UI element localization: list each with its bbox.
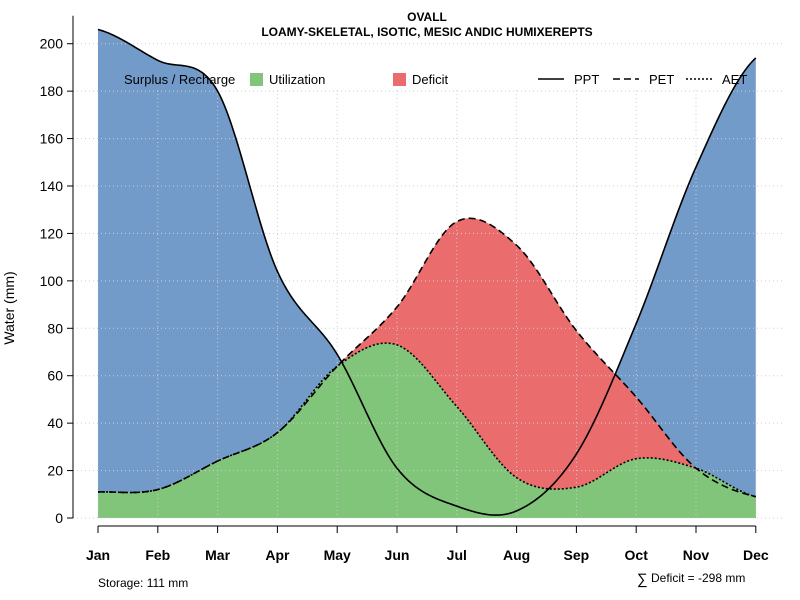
legend-label: Utilization: [269, 72, 325, 87]
x-tick-label: Oct: [625, 547, 649, 563]
grid: [73, 43, 783, 519]
x-tick-label: Jun: [385, 547, 410, 563]
legend: Surplus / Recharge Utilization Deficit PPT P…: [105, 72, 747, 87]
legend-label: AET: [722, 72, 747, 87]
y-tick-label: 80: [47, 320, 63, 336]
series-line-pet: [97, 217, 756, 498]
y-axis-label: Water (mm): [1, 271, 17, 344]
legend-swatch-deficit: [393, 73, 406, 86]
utilization-area: [98, 343, 756, 518]
deficit-sum-icon: ∑: [637, 571, 648, 588]
x-tick-label: May: [324, 547, 351, 563]
y-tick-label: 120: [40, 225, 64, 241]
legend-label: PET: [649, 72, 674, 87]
legend-label: Surplus / Recharge: [124, 72, 235, 87]
y-tick-label: 0: [55, 510, 63, 526]
deficit-annotation: Deficit = -298 mm: [651, 571, 745, 585]
series-lines: [97, 28, 757, 516]
y-tick-label: 20: [47, 463, 63, 479]
chart-title: OVALL: [407, 10, 447, 24]
legend-swatch-surplus: [105, 73, 118, 86]
x-tick-label: Dec: [743, 547, 769, 563]
y-tick-label: 200: [40, 36, 64, 52]
y-tick-label: 180: [40, 83, 64, 99]
x-tick-label: Nov: [683, 547, 710, 563]
legend-swatch-utilization: [250, 73, 263, 86]
x-tick-label: Jan: [86, 547, 110, 563]
x-tick-label: Apr: [265, 547, 290, 563]
y-tick-label: 40: [47, 415, 63, 431]
x-tick-label: Aug: [503, 547, 530, 563]
y-tick-label: 140: [40, 178, 64, 194]
series-line-aet: [97, 342, 756, 498]
plot-areas: [98, 29, 756, 519]
legend-label: Deficit: [412, 72, 449, 87]
axes: 0 20 40 60 80 100 120 140 160 180 200 Jan Feb Mar Apr M…: [40, 15, 769, 563]
y-tick-label: 60: [47, 368, 63, 384]
x-tick-label: Jul: [447, 547, 467, 563]
x-tick-label: Feb: [145, 547, 170, 563]
y-tick-label: 160: [40, 131, 64, 147]
legend-label: PPT: [574, 72, 599, 87]
chart-subtitle: LOAMY-SKELETAL, ISOTIC, MESIC ANDIC HUMI…: [261, 25, 592, 39]
x-tick-label: Sep: [564, 547, 590, 563]
storage-annotation: Storage: 111 mm: [98, 576, 188, 590]
y-tick-label: 100: [40, 273, 64, 289]
x-tick-label: Mar: [205, 547, 230, 563]
series-line-ppt: [97, 28, 757, 516]
